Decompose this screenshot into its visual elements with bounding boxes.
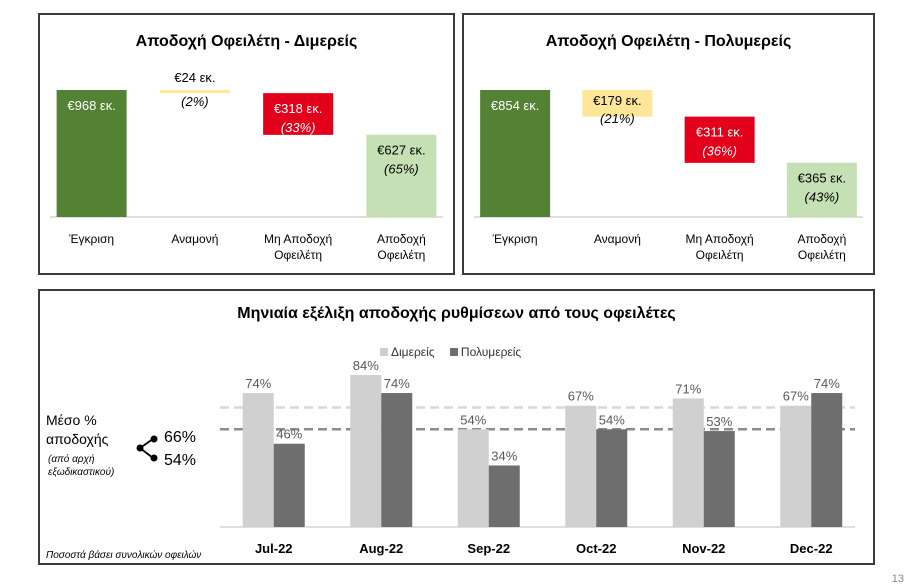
value-label-0: €968 εκ. <box>67 98 115 113</box>
connector-dot-center <box>136 444 144 452</box>
chart-panel-multilateral: Αποδοχή Οφειλέτη - Πολυμερείς €854 εκ. Έγ… <box>462 13 875 275</box>
bar-Πολυμερείς-5 <box>811 393 843 527</box>
pct-label-2: (36%) <box>702 144 737 159</box>
connector-dot-lower <box>150 454 158 462</box>
category-label-3: Oct-22 <box>576 541 616 556</box>
legend-swatch-bilateral <box>380 348 388 356</box>
value-label-1: €179 εκ. <box>593 93 641 108</box>
bar-Πολυμερείς-4 <box>703 431 735 527</box>
legend-swatch-multilateral <box>449 348 458 356</box>
bar-Πολυμερείς-0 <box>273 443 305 527</box>
bar-Διμερείς-5 <box>780 405 812 527</box>
waterfall-chart-bilateral: €968 εκ. Έγκριση €24 εκ. (2%) Αναμονή €318 εκ… <box>50 70 443 262</box>
bar-Διμερείς-3 <box>565 405 597 527</box>
pct-label-3: (65%) <box>384 162 419 177</box>
data-label-1-0: 46% <box>276 427 302 442</box>
chart-legend: Διμερείς Πολυμερείς <box>380 345 521 359</box>
bar-Πολυμερείς-3 <box>596 429 628 527</box>
data-label-0-5: 67% <box>783 389 809 404</box>
category-label-1: Αναμονή <box>594 232 641 246</box>
value-label-1: €24 εκ. <box>174 70 215 85</box>
category-label-1: Αναμονή <box>171 232 218 246</box>
connector-dot-upper <box>150 435 158 443</box>
chart-panel-monthly: Μηνιαία εξέλιξη αποδοχής ρυθμίσεων από τ… <box>38 289 875 565</box>
waterfall-chart-multilateral: €854 εκ. Έγκριση €179 εκ. (21%) Αναμονή €311 … <box>474 90 863 262</box>
pct-label-1: (21%) <box>600 111 635 126</box>
data-label-0-4: 71% <box>675 381 701 396</box>
category-label-0: Έγκριση <box>492 232 538 246</box>
bar-1 <box>159 90 230 94</box>
pct-label-2: (33%) <box>281 120 316 135</box>
bar-3 <box>786 162 857 217</box>
chart-title-bilateral: Αποδοχή Οφειλέτη - Διμερείς <box>135 33 358 50</box>
bar-Πολυμερείς-1 <box>381 393 413 527</box>
bar-0 <box>56 90 127 217</box>
page-number: 13 <box>891 573 904 585</box>
value-label-0: €854 εκ. <box>491 98 539 113</box>
bar-Πολυμερείς-2 <box>488 465 520 527</box>
category-label-0: Έγκριση <box>68 232 114 246</box>
bar-2 <box>263 93 334 135</box>
category-label-2: Sep-22 <box>467 541 510 556</box>
category-label-0: Jul-22 <box>255 541 293 556</box>
average-label-line2: αποδοχής <box>46 431 109 447</box>
data-label-1-5: 74% <box>814 376 840 391</box>
legend-item-bilateral: Διμερείς <box>380 345 435 359</box>
bar-0 <box>480 90 551 217</box>
value-label-3: €365 εκ. <box>798 171 846 186</box>
chart-title-multilateral: Αποδοχή Οφειλέτη - Πολυμερείς <box>545 33 792 50</box>
legend-label-bilateral: Διμερείς <box>391 345 435 359</box>
value-label-3: €627 εκ. <box>377 143 425 158</box>
category-label-1: Aug-22 <box>359 541 403 556</box>
category-label-3: Αποδοχή Οφειλέτη <box>797 232 846 262</box>
data-label-1-3: 54% <box>599 412 625 427</box>
bar-1 <box>582 90 653 117</box>
value-label-2: €311 εκ. <box>696 125 743 140</box>
average-value-multilateral: 54% <box>164 452 197 469</box>
average-label-line1: Μέσο % <box>46 412 97 428</box>
average-value-bilateral: 66% <box>164 429 197 446</box>
legend-item-multilateral: Πολυμερείς <box>449 345 522 359</box>
data-label-0-1: 84% <box>353 358 379 373</box>
data-label-1-2: 34% <box>491 448 517 463</box>
value-label-2: €318 εκ. <box>274 101 322 116</box>
bar-Διμερείς-0 <box>242 393 274 527</box>
bar-2 <box>684 116 755 163</box>
footnote: Ποσοστά βάσει συνολικών οφειλών <box>46 550 202 561</box>
average-sublabel-line1: (από αρχή <box>48 454 95 465</box>
pct-label-1: (2%) <box>181 94 208 109</box>
pct-label-3: (43%) <box>805 190 840 205</box>
data-label-0-3: 67% <box>568 389 594 404</box>
category-label-4: Nov-22 <box>682 541 725 556</box>
average-sublabel-line2: εξωδικαστικού) <box>48 467 115 478</box>
chart-panel-bilateral: Αποδοχή Οφειλέτη - Διμερείς €968 εκ. Έγκρ… <box>38 13 455 275</box>
category-label-3: Αποδοχή Οφειλέτη <box>377 232 426 262</box>
legend-label-multilateral: Πολυμερείς <box>460 345 522 359</box>
monthly-bar-chart: 74% 46% Jul-22 84% 74% Aug-22 54% 34% Sep-22 67% 5… <box>136 358 855 556</box>
bar-Διμερείς-1 <box>350 374 382 527</box>
bar-3 <box>366 134 437 217</box>
average-sublabel: (από αρχή εξωδικαστικού) <box>48 453 114 479</box>
data-label-1-4: 53% <box>706 414 732 429</box>
bar-Διμερείς-4 <box>672 398 704 527</box>
category-label-2: Μη Αποδοχή Οφειλέτη <box>264 232 332 262</box>
category-label-5: Dec-22 <box>790 541 833 556</box>
data-label-0-2: 54% <box>460 412 486 427</box>
data-label-1-1: 74% <box>384 376 410 391</box>
chart-title-monthly: Μηνιαία εξέλιξη αποδοχής ρυθμίσεων από τ… <box>237 305 676 322</box>
average-label: Μέσο % αποδοχής <box>46 411 108 449</box>
data-label-0-0: 74% <box>245 376 271 391</box>
category-label-2: Μη Αποδοχή Οφειλέτη <box>686 232 754 262</box>
bar-Διμερείς-2 <box>457 429 489 527</box>
